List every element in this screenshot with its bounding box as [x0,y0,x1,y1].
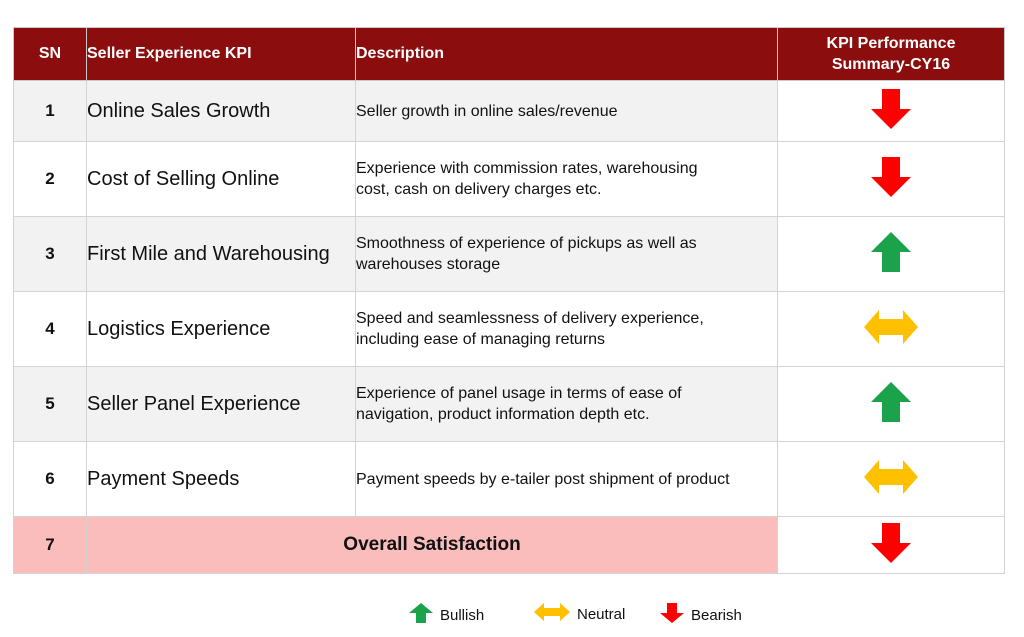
row-kpi: Online Sales Growth [86,80,356,142]
row-trend [777,216,1005,292]
row-kpi: Cost of Selling Online [86,141,356,217]
row-description-line1: Seller growth in online sales/revenue [356,102,618,120]
arrow-left-right-icon [863,459,919,500]
arrow-up-icon [870,231,912,278]
row-sn: 6 [13,441,87,517]
row-description: Experience with commission rates, wareho… [355,141,778,217]
header-kpi: Seller Experience KPI [86,27,356,81]
row-description-line2: warehouses storage [356,256,501,273]
row-sn: 4 [13,291,87,367]
row-kpi: Seller Panel Experience [86,366,356,442]
legend-bearish: Bearish [659,602,742,628]
legend-neutral: Neutral [533,602,625,626]
table-row: 3 First Mile and Warehousing Smoothness … [13,216,1005,292]
arrow-down-icon [870,156,912,203]
arrow-left-right-icon [533,602,577,626]
header-performance-line1: KPI Performance [826,35,956,52]
row-sn: 2 [13,141,87,217]
row-kpi: Logistics Experience [86,291,356,367]
row-trend [777,291,1005,367]
header-performance: KPI Performance Summary-CY16 [777,27,1005,81]
row-description: Experience of panel usage in terms of ea… [355,366,778,442]
arrow-left-right-icon [863,309,919,350]
table-row: 6 Payment Speeds Payment speeds by e-tai… [13,441,1005,517]
arrow-down-icon [870,522,912,569]
row-description-line2: cost, cash on delivery charges etc. [356,181,602,198]
row-sn: 3 [13,216,87,292]
total-sn: 7 [13,516,87,574]
row-description-line1: Experience of panel usage in terms of ea… [356,385,682,402]
table-row: 4 Logistics Experience Speed and seamles… [13,291,1005,367]
header-sn: SN [13,27,87,81]
row-trend [777,441,1005,517]
row-sn: 1 [13,80,87,142]
row-description: Seller growth in online sales/revenue [355,80,778,142]
table-row: 1 Online Sales Growth Seller growth in o… [13,80,1005,142]
row-description-line1: Speed and seamlessness of delivery exper… [356,310,704,327]
legend-bullish-label: Bullish [440,606,485,624]
row-sn: 5 [13,366,87,442]
header-description: Description [355,27,778,81]
row-description-line2: including ease of managing returns [356,331,606,348]
row-description-line2: navigation, product information depth et… [356,406,650,423]
header-row: SN Seller Experience KPI Description KPI… [13,27,1005,81]
legend-neutral-label: Neutral [577,605,626,623]
total-trend [777,516,1005,574]
row-description-line1: Payment speeds by e-tailer post shipment… [356,470,730,488]
total-row: 7 Overall Satisfaction [13,516,1005,574]
row-description: Smoothness of experience of pickups as w… [355,216,778,292]
arrow-up-icon [408,602,440,628]
arrow-up-icon [870,381,912,428]
row-description-line1: Smoothness of experience of pickups as w… [356,235,697,252]
table-row: 5 Seller Panel Experience Experience of … [13,366,1005,442]
row-kpi: First Mile and Warehousing [86,216,356,292]
legend-bullish: Bullish [408,602,484,628]
row-trend [777,366,1005,442]
arrow-down-icon [659,602,691,628]
legend: Bullish Neutral Bearish [0,602,1024,628]
kpi-table: SN Seller Experience KPI Description KPI… [13,27,1005,574]
row-description: Speed and seamlessness of delivery exper… [355,291,778,367]
row-description: Payment speeds by e-tailer post shipment… [355,441,778,517]
row-trend [777,80,1005,142]
row-trend [777,141,1005,217]
table-row: 2 Cost of Selling Online Experience with… [13,141,1005,217]
header-performance-line2: Summary-CY16 [831,56,951,73]
row-kpi: Payment Speeds [86,441,356,517]
arrow-down-icon [870,88,912,135]
total-label: Overall Satisfaction [86,516,778,574]
legend-bearish-label: Bearish [691,606,742,624]
row-description-line1: Experience with commission rates, wareho… [356,160,698,177]
